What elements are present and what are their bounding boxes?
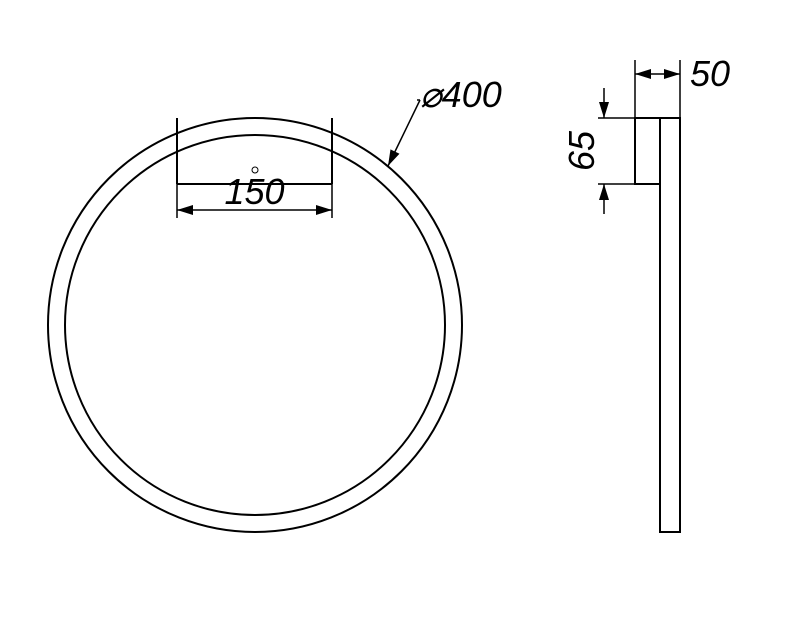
- dim-bracket-width: 150: [224, 171, 284, 212]
- side-bracket: [635, 118, 660, 184]
- technical-drawing: 150 ⌀400 50 65: [0, 0, 790, 617]
- dim-bracket-height: 65: [561, 130, 602, 171]
- dim-depth: 50: [690, 53, 730, 94]
- dim-diameter: ⌀400: [420, 74, 502, 115]
- side-ring: [660, 118, 680, 532]
